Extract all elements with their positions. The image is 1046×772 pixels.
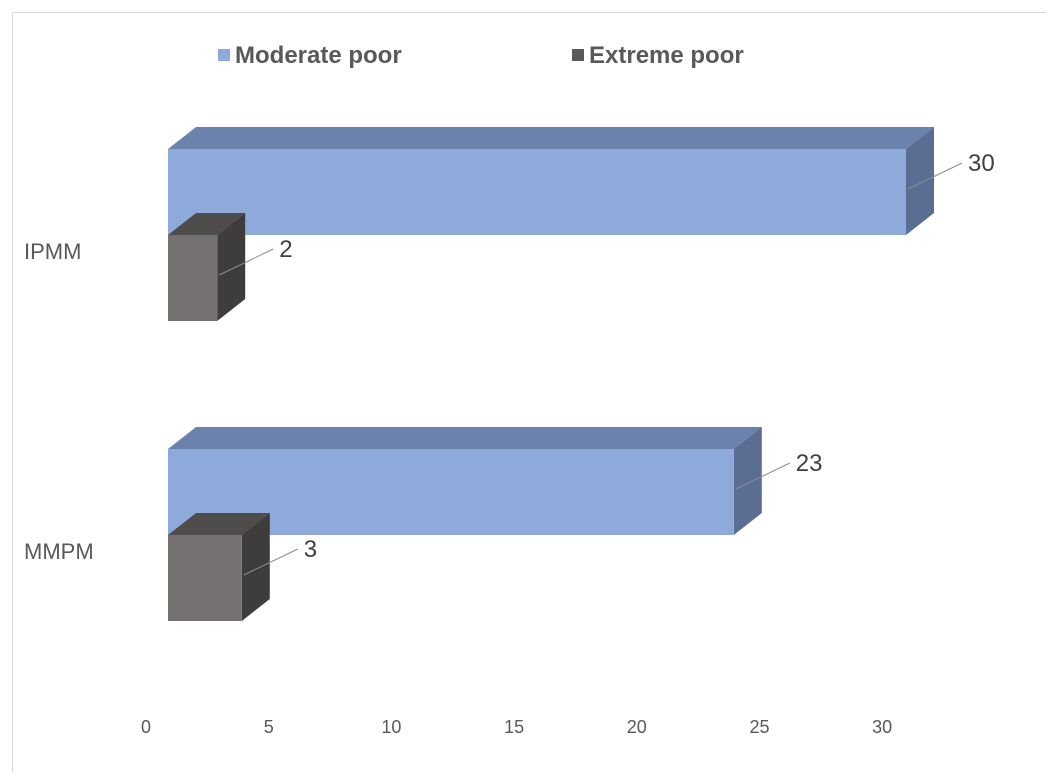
category-label-ipmm: IPMM xyxy=(24,239,81,264)
bar-moderate-poor-ipmm xyxy=(168,127,934,235)
legend-item-moderate-poor: Moderate poor xyxy=(218,42,402,69)
bar-chart: Moderate poor Extreme poor IPMM MMPM 302… xyxy=(0,0,1046,751)
legend-item-extreme-poor: Extreme poor xyxy=(572,42,744,69)
x-tick-20: 20 xyxy=(627,717,647,737)
x-tick-5: 5 xyxy=(264,717,274,737)
legend: Moderate poor Extreme poor xyxy=(218,42,744,69)
category-label-mmpm: MMPM xyxy=(24,539,94,564)
bar-front-extreme-poor-mmpm xyxy=(168,535,242,621)
category-labels: IPMM MMPM xyxy=(24,239,94,564)
x-tick-30: 30 xyxy=(872,717,892,737)
bar-top-moderate-poor-mmpm xyxy=(168,427,762,449)
data-label-moderate-poor-mmpm: 23 xyxy=(796,450,823,477)
data-label-moderate-poor-ipmm: 30 xyxy=(968,150,995,177)
legend-label-extreme-poor: Extreme poor xyxy=(589,42,744,69)
legend-swatch-moderate-poor xyxy=(218,49,230,61)
bar-top-moderate-poor-ipmm xyxy=(168,127,934,149)
data-label-extreme-poor-mmpm: 3 xyxy=(304,536,317,563)
data-label-extreme-poor-ipmm: 2 xyxy=(279,236,292,263)
x-tick-25: 25 xyxy=(749,717,769,737)
legend-swatch-extreme-poor xyxy=(572,49,584,61)
x-axis-ticks: 0 5 10 15 20 25 30 xyxy=(141,717,892,737)
bars xyxy=(168,127,934,621)
x-tick-10: 10 xyxy=(381,717,401,737)
bar-extreme-poor-mmpm xyxy=(168,513,270,621)
bar-extreme-poor-ipmm xyxy=(168,213,245,321)
x-tick-0: 0 xyxy=(141,717,151,737)
bar-front-extreme-poor-ipmm xyxy=(168,235,217,321)
x-tick-15: 15 xyxy=(504,717,524,737)
bar-front-moderate-poor-ipmm xyxy=(168,149,906,235)
legend-label-moderate-poor: Moderate poor xyxy=(235,42,402,69)
